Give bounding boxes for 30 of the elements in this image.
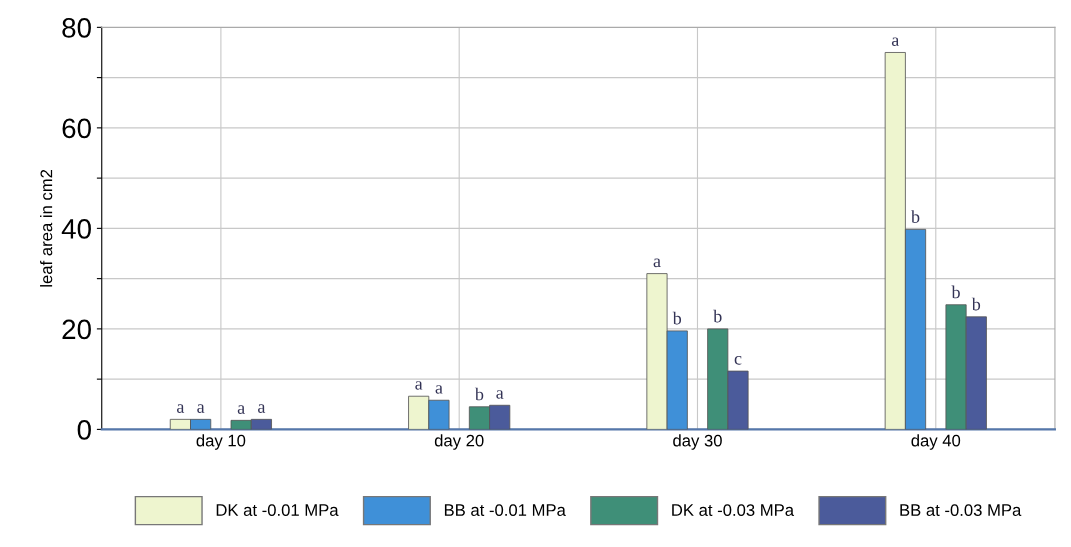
x-tick-label: day 30: [673, 434, 722, 450]
data-label: b: [911, 210, 920, 223]
legend-label: BB at -0.03 MPa: [900, 504, 1022, 516]
data-label: a: [177, 404, 185, 413]
x-tick-label: day 10: [196, 434, 246, 450]
data-label: a: [653, 258, 661, 268]
data-label: b: [951, 285, 960, 299]
y-tick-label: 0: [77, 420, 91, 440]
data-label: b: [672, 311, 682, 325]
data-label: a: [237, 405, 245, 414]
y-tick-label: 60: [62, 118, 91, 139]
data-label: b: [971, 297, 981, 311]
y-tick-label: 20: [62, 319, 91, 340]
legend-label: DK at -0.03 MPa: [672, 504, 795, 516]
data-label: a: [496, 390, 504, 399]
data-label: a: [435, 385, 443, 394]
y-tick-label: 80: [62, 18, 91, 38]
data-label: c: [734, 355, 742, 365]
data-label: a: [197, 404, 205, 413]
x-tick-label: day 20: [434, 434, 484, 450]
data-label: a: [258, 404, 266, 413]
y-axis-title: leaf area in cm2: [40, 169, 53, 287]
data-label: a: [891, 37, 900, 47]
y-tick-label: 40: [61, 219, 91, 239]
data-label: b: [713, 309, 722, 323]
legend-label: DK at -0.01 MPa: [216, 504, 339, 516]
x-tick-label: day 40: [911, 434, 961, 450]
data-label: a: [415, 381, 423, 390]
data-label: b: [474, 387, 484, 401]
legend-label: BB at -0.01 MPa: [444, 504, 566, 516]
